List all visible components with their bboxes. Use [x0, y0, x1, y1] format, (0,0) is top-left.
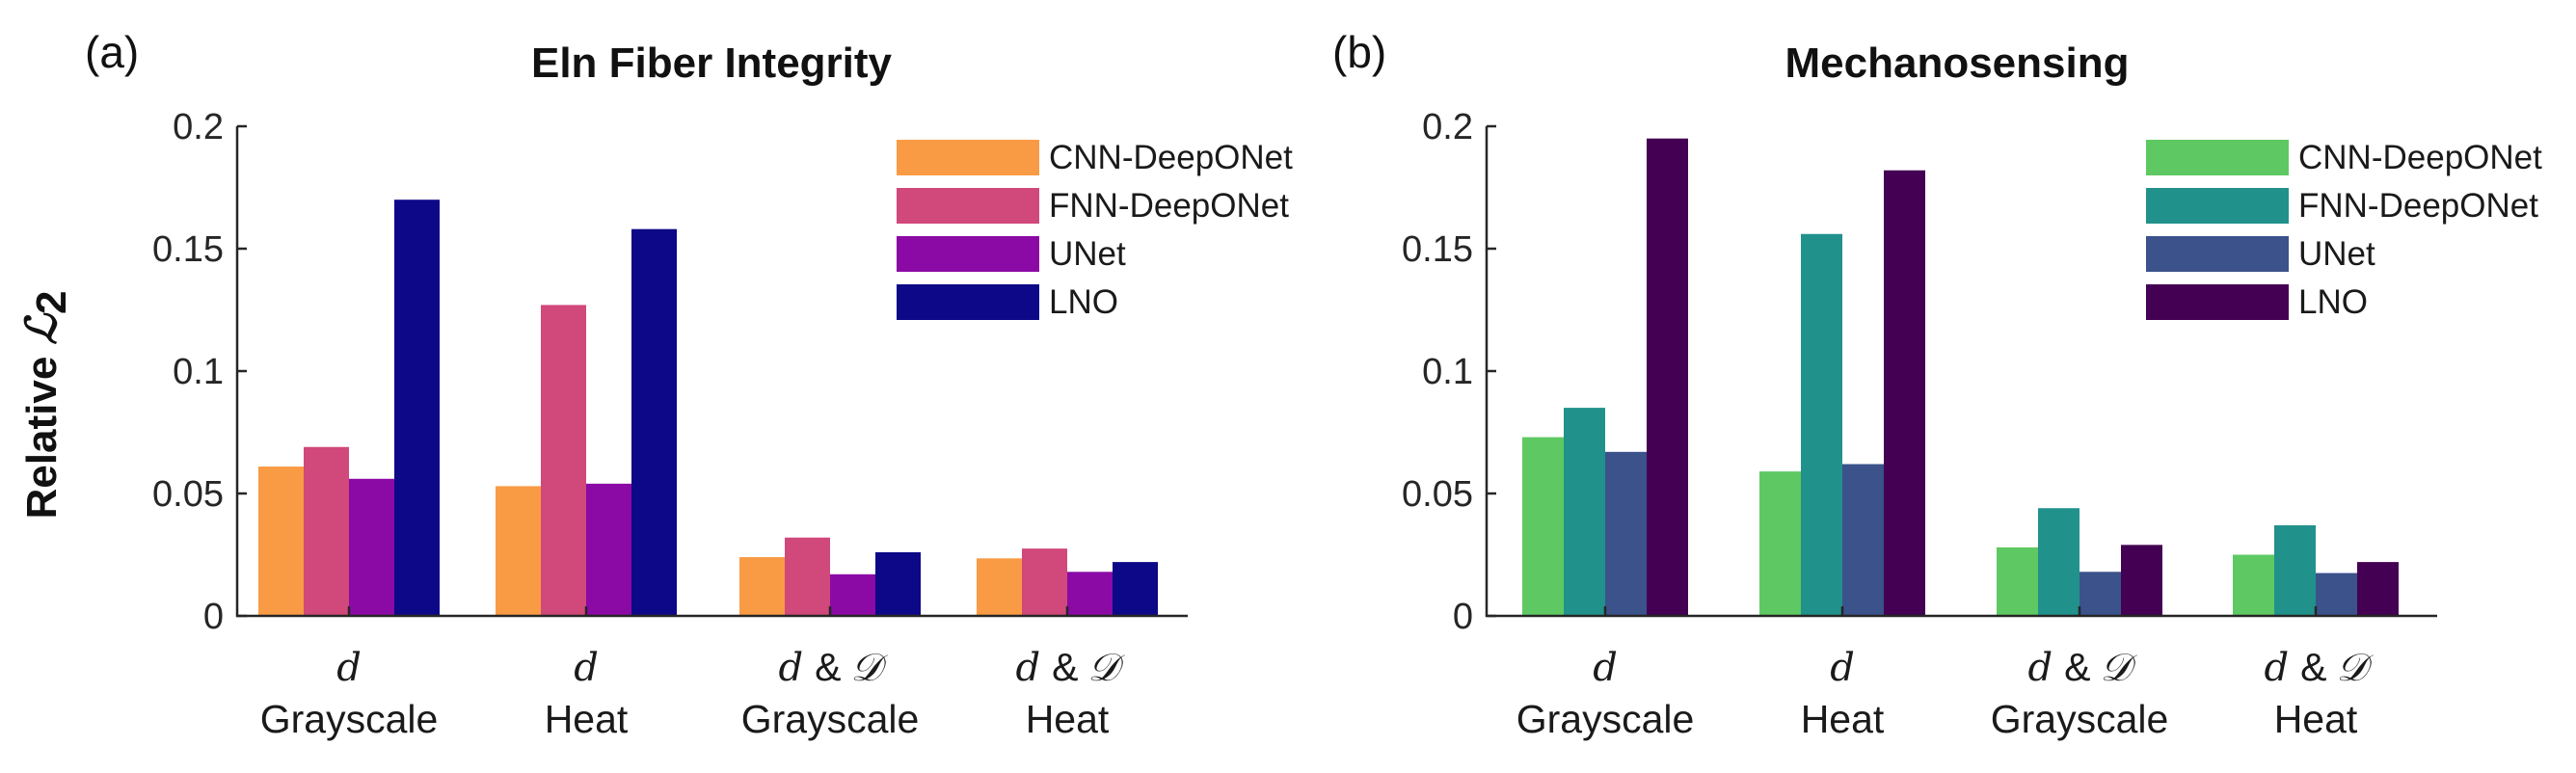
y-tick-label: 0.05 [152, 474, 224, 515]
y-tick-label: 0.1 [173, 352, 224, 392]
y-axis-label-word: Relative [18, 357, 66, 520]
category-math-label: d & 𝒟 [779, 645, 889, 690]
category-label: Grayscale [260, 697, 439, 741]
category-ampersand: & [2064, 645, 2090, 689]
legend-swatch [897, 140, 1039, 175]
bar-unet-2 [2080, 572, 2121, 616]
y-tick-label: 0 [203, 597, 224, 637]
legend-swatch [2146, 188, 2289, 224]
bar-lno-3 [2357, 562, 2399, 616]
category-math-label: d & 𝒟 [1016, 645, 1126, 690]
bar-fnn-deeponet-1 [541, 305, 586, 616]
category-ampersand: & [2300, 645, 2326, 689]
bar-lno-0 [1647, 138, 1688, 616]
bar-cnn-deeponet-3 [977, 558, 1022, 616]
bar-fnn-deeponet-2 [785, 537, 830, 616]
category-math-symbol: d [1016, 646, 1041, 690]
category-math-symbol: d [1830, 646, 1855, 690]
legend-label: CNN-DeepONet [1049, 139, 1293, 176]
bar-unet-3 [1067, 572, 1113, 616]
category-math-label: d & 𝒟 [2028, 645, 2138, 690]
bar-cnn-deeponet-0 [1522, 437, 1564, 616]
category-label: Heat [1026, 697, 1110, 741]
legend-label: LNO [2298, 283, 2368, 321]
category-label: Grayscale [1516, 697, 1695, 741]
bar-fnn-deeponet-0 [304, 446, 349, 616]
category-ampersand: & [1052, 645, 1078, 689]
bar-fnn-deeponet-3 [1022, 548, 1067, 616]
category-label: Heat [545, 697, 629, 741]
bar-fnn-deeponet-1 [1801, 233, 1842, 616]
bar-unet-3 [2316, 573, 2357, 616]
category-math-label: d & 𝒟 [2265, 645, 2375, 690]
y-axis-label-symbol: ℒ [17, 312, 67, 345]
bar-cnn-deeponet-3 [2233, 554, 2274, 616]
category-math-symbol: d [2265, 646, 2290, 690]
bar-fnn-deeponet-2 [2038, 508, 2080, 616]
bar-lno-2 [875, 551, 921, 616]
category-math-symbol: d [2028, 646, 2053, 690]
panel-letter: (b) [1332, 27, 1386, 77]
legend-label: LNO [1049, 283, 1118, 321]
bar-unet-0 [349, 478, 394, 616]
bar-lno-2 [2121, 545, 2162, 616]
panel-title: Eln Fiber Integrity [531, 40, 893, 87]
legend-swatch [897, 188, 1039, 224]
category-math-label: d [1593, 646, 1618, 690]
category-label: Grayscale [741, 697, 920, 741]
bar-lno-0 [394, 200, 440, 616]
bar-lno-1 [1884, 170, 1925, 616]
y-tick-label: 0.15 [152, 229, 224, 270]
legend-swatch [897, 284, 1039, 320]
bar-unet-2 [830, 573, 875, 616]
category-label: Grayscale [1991, 697, 2169, 741]
legend-swatch [897, 236, 1039, 272]
category-ampersand: & [815, 645, 841, 689]
bar-cnn-deeponet-2 [1997, 546, 2038, 616]
legend-swatch [2146, 140, 2289, 175]
y-tick-label: 0.2 [1422, 107, 1473, 147]
category-math-label: d [574, 646, 599, 690]
y-tick-label: 0 [1453, 597, 1473, 637]
bar-unet-0 [1605, 451, 1647, 616]
legend-label: UNet [1049, 235, 1126, 273]
category-math-label: d [1830, 646, 1855, 690]
bar-lno-1 [631, 228, 677, 616]
legend-label: FNN-DeepONet [2298, 187, 2538, 225]
y-tick-label: 0.05 [1402, 474, 1473, 515]
bar-fnn-deeponet-3 [2274, 525, 2316, 616]
category-label: Heat [1801, 697, 1885, 741]
category-label: Heat [2274, 697, 2358, 741]
bar-unet-1 [1842, 464, 1884, 616]
legend-label: CNN-DeepONet [2298, 139, 2542, 176]
category-math-label: d [336, 646, 362, 690]
legend-swatch [2146, 284, 2289, 320]
bar-cnn-deeponet-2 [739, 557, 785, 616]
bar-cnn-deeponet-1 [1759, 471, 1801, 616]
panel-a: 0 0.05 0.1 0.15 0.2 d Grayscale d Heat d & 𝒟 Graysca… [17, 27, 1293, 741]
bar-fnn-deeponet-0 [1564, 408, 1605, 616]
y-axis-label-subscript: 2 [28, 291, 75, 314]
y-tick-label: 0.2 [173, 107, 224, 147]
legend-label: FNN-DeepONet [1049, 187, 1289, 225]
category-math-symbol: d [1593, 646, 1618, 690]
bar-cnn-deeponet-1 [496, 486, 541, 616]
y-tick-label: 0.1 [1422, 352, 1473, 392]
panel-letter: (a) [85, 27, 139, 77]
bar-lno-3 [1113, 562, 1158, 616]
category-math-symbol: d [336, 646, 362, 690]
category-math-symbol: d [574, 646, 599, 690]
panel-title: Mechanosensing [1785, 40, 2130, 87]
bar-unet-1 [586, 483, 631, 616]
bar-cnn-deeponet-0 [258, 466, 304, 616]
y-tick-label: 0.15 [1402, 229, 1473, 270]
y-axis-label: Relative ℒ2 [17, 291, 75, 520]
category-math-symbol: d [779, 646, 804, 690]
legend-swatch [2146, 236, 2289, 272]
legend-label: UNet [2298, 235, 2375, 273]
